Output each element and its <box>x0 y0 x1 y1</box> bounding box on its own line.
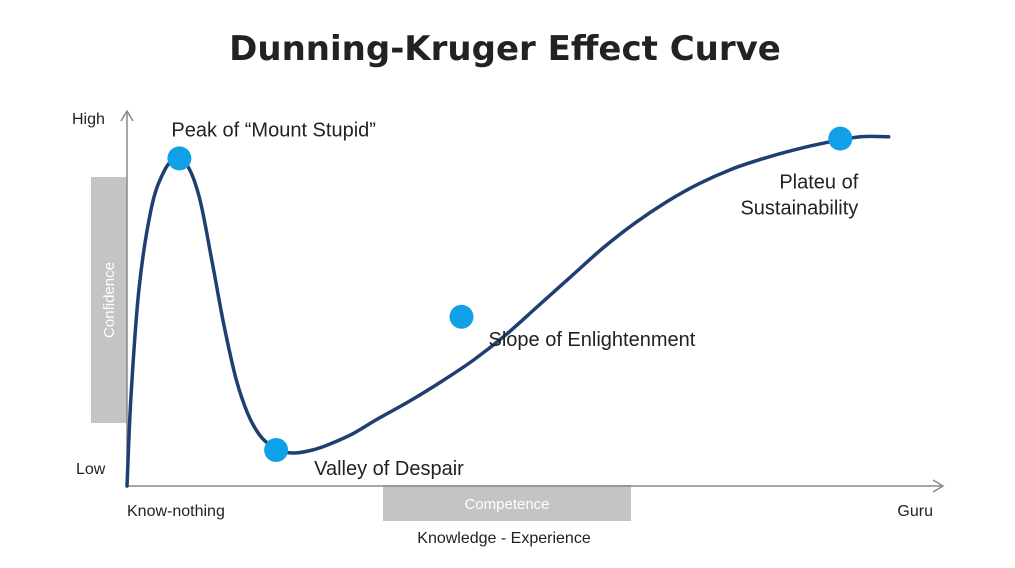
y-axis-band <box>91 177 127 423</box>
chart-title: Dunning-Kruger Effect Curve <box>229 29 781 69</box>
annotation-label-3: Slope of Enlightenment <box>488 329 695 351</box>
y-axis-arrowhead <box>120 109 134 122</box>
annotation-point-4 <box>828 126 853 151</box>
annotation-label-2: Valley of Despair <box>314 458 464 480</box>
y-axis-band-label: Confidence <box>101 262 118 338</box>
series-line <box>125 134 891 488</box>
x-axis-arrowhead <box>932 479 945 493</box>
annotation-label-1: Peak of “Mount Stupid” <box>171 119 376 141</box>
annotation-point-2 <box>264 438 289 462</box>
x-axis-band-label: Competence <box>464 496 549 513</box>
annotation-point-1 <box>167 146 192 171</box>
x-tick-label-start: Know-nothing <box>127 503 225 520</box>
annotation-label-4: Plateu of Sustainability <box>740 172 858 220</box>
x-axis-label: Knowledge - Experience <box>417 530 591 547</box>
y-tick-label-high: High <box>72 111 105 128</box>
annotations-layer: Peak of “Mount Stupid” Valley of Despair S… <box>167 119 859 480</box>
x-tick-label-end: Guru <box>897 503 933 520</box>
y-tick-label-low: Low <box>76 461 106 478</box>
annotation-point-3 <box>449 304 474 329</box>
x-axis-band <box>383 485 631 521</box>
